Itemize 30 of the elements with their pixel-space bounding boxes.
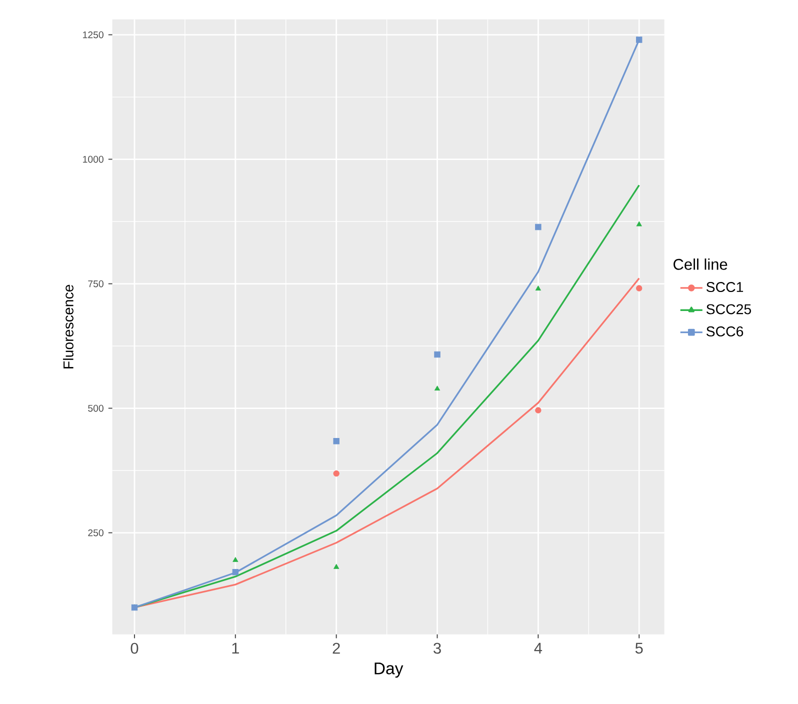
point <box>333 438 340 444</box>
legend-label: SCC6 <box>706 326 744 336</box>
x-tick-label: 1 <box>232 642 239 654</box>
legend-title: Cell line <box>674 258 728 270</box>
point <box>334 564 340 569</box>
legend-label: SCC25 <box>706 304 752 314</box>
point <box>232 568 239 576</box>
x-tick-label: 2 <box>332 642 340 654</box>
y-tick-label: 250 <box>88 529 104 536</box>
x-tick-label: 5 <box>635 642 643 654</box>
y-tick-label: 500 <box>88 404 104 412</box>
x-tick-label: 3 <box>434 642 441 654</box>
point <box>434 351 440 358</box>
y-tick-label: 750 <box>88 280 104 288</box>
y-axis-title: Fluorescence <box>63 284 74 368</box>
x-tick-label: 4 <box>534 642 542 654</box>
point <box>636 285 642 292</box>
point <box>535 224 542 230</box>
point <box>232 557 238 562</box>
point <box>434 386 440 390</box>
x-axis-title: Day <box>374 662 404 678</box>
point <box>535 286 541 290</box>
point <box>636 36 642 43</box>
point <box>636 221 642 226</box>
x-tick-label: 0 <box>130 642 138 654</box>
point <box>535 407 542 414</box>
y-tick-label: 1250 <box>83 31 104 38</box>
y-tick-label: 1000 <box>83 156 104 163</box>
point <box>333 470 340 477</box>
legend-label: SCC1 <box>706 282 744 292</box>
